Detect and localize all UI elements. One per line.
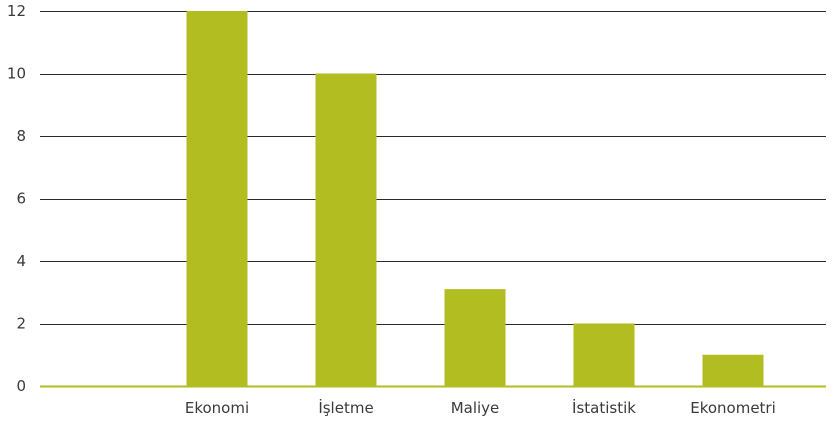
category-label: İşletme: [318, 398, 373, 417]
y-tick-label: 8: [16, 127, 26, 145]
category-label: Maliye: [451, 399, 500, 417]
y-tick-label: 2: [16, 315, 26, 333]
bar-5: [702, 354, 764, 386]
bar-3: [444, 289, 506, 386]
y-tick-label: 12: [7, 2, 26, 20]
x-axis-categories: Ekonomi İşletme Maliye İstatistik Ekonometri: [185, 398, 776, 417]
bars: [186, 11, 764, 386]
y-tick-label: 6: [16, 190, 26, 208]
category-label: Ekonometri: [690, 399, 776, 417]
bar-1: [186, 11, 248, 386]
gridlines: [40, 11, 826, 325]
y-tick-label: 0: [16, 377, 26, 395]
y-tick-label: 10: [7, 65, 26, 83]
y-tick-label: 4: [16, 252, 26, 270]
y-axis-ticks: 0 2 4 6 8 10 12: [7, 2, 26, 395]
category-label: Ekonomi: [185, 399, 249, 417]
bar-4: [573, 323, 635, 386]
bar-2: [315, 73, 377, 386]
category-label: İstatistik: [572, 398, 636, 417]
